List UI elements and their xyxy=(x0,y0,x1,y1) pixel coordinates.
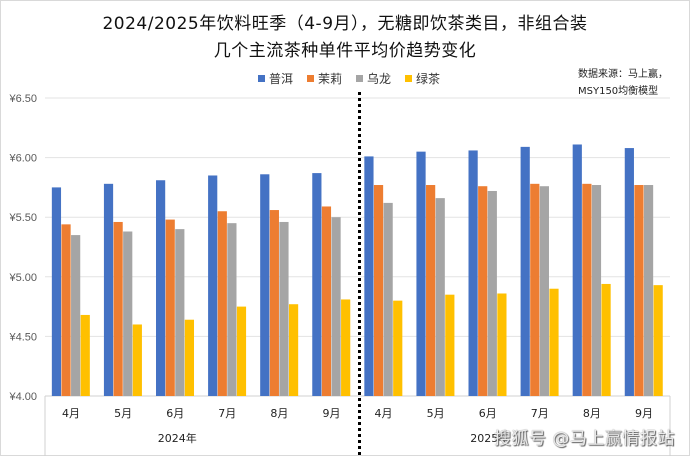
bar-1-4 xyxy=(269,210,279,396)
bar-2-4 xyxy=(279,221,289,396)
x-tick-label: 5月 xyxy=(114,407,132,420)
bar-3-10 xyxy=(601,283,611,396)
bar-3-1 xyxy=(132,324,142,396)
bar-3-11 xyxy=(653,285,663,396)
x-tick-label: 8月 xyxy=(270,407,288,420)
chart-subtitle: 几个主流茶种单件平均价趋势变化 xyxy=(213,41,477,61)
y-tick-label: ¥5.50 xyxy=(8,212,37,224)
bar-3-9 xyxy=(549,288,559,396)
y-tick-label: ¥6.50 xyxy=(8,93,37,105)
legend-item-oolong: 乌龙 xyxy=(356,70,391,87)
x-tick-label: 6月 xyxy=(479,407,497,420)
legend-label-puer: 普洱 xyxy=(269,72,294,86)
x-tick-label: 4月 xyxy=(62,407,80,420)
bar-2-8 xyxy=(487,190,497,396)
legend-item-green-tea: 绿茶 xyxy=(405,70,440,87)
legend: 普洱 茉莉 乌龙 绿茶 xyxy=(258,70,440,87)
bar-0-9 xyxy=(520,146,530,396)
legend-swatch-oolong xyxy=(356,75,364,82)
y-tick-label: ¥4.00 xyxy=(8,391,37,403)
bar-1-9 xyxy=(530,183,540,396)
bar-2-5 xyxy=(331,217,341,396)
bar-2-1 xyxy=(123,231,133,396)
legend-label-jasmine: 茉莉 xyxy=(318,72,343,86)
legend-swatch-green-tea xyxy=(405,75,413,82)
bar-1-0 xyxy=(61,224,71,396)
legend-label-oolong: 乌龙 xyxy=(367,72,392,86)
bar-1-5 xyxy=(321,206,332,396)
bar-3-0 xyxy=(80,314,90,396)
bar-2-7 xyxy=(435,198,445,396)
watermark: 搜狐号 @马上赢情报站 xyxy=(494,429,675,449)
bar-0-10 xyxy=(572,144,582,396)
bar-3-5 xyxy=(341,299,351,396)
bar-2-3 xyxy=(227,223,237,396)
x-tick-label: 7月 xyxy=(218,407,236,420)
y-tick-label: ¥6.00 xyxy=(8,153,37,165)
bar-0-0 xyxy=(51,187,62,396)
bar-2-6 xyxy=(383,202,393,396)
legend-swatch-puer xyxy=(258,75,265,82)
source-note-line-2: MSY150均衡模型 xyxy=(578,86,659,97)
legend-item-jasmine: 茉莉 xyxy=(307,70,342,87)
x-tick-label: 6月 xyxy=(166,407,184,420)
x-tick-label: 5月 xyxy=(427,407,445,420)
group-label: 2025年 xyxy=(470,431,509,445)
bar-0-8 xyxy=(468,150,478,396)
legend-swatch-jasmine xyxy=(307,75,315,82)
bar-2-11 xyxy=(643,185,654,396)
y-tick-label: ¥5.00 xyxy=(8,272,37,284)
bar-3-2 xyxy=(184,319,195,396)
bar-2-9 xyxy=(539,186,549,396)
bar-3-3 xyxy=(236,306,247,396)
legend-item-puer: 普洱 xyxy=(258,70,293,87)
bar-1-3 xyxy=(217,211,227,396)
bar-1-1 xyxy=(113,221,123,396)
bar-1-6 xyxy=(373,185,384,396)
bar-1-7 xyxy=(426,185,436,396)
bar-2-0 xyxy=(71,235,81,396)
bar-2-2 xyxy=(175,229,185,396)
chart-title: 2024/2025年饮料旺季（4-9月），无糖即饮茶类目，非组合装 xyxy=(102,14,588,34)
bar-0-2 xyxy=(156,180,166,396)
x-tick-label: 8月 xyxy=(583,407,601,420)
bar-0-3 xyxy=(208,175,218,396)
bar-0-11 xyxy=(624,148,634,396)
group-label: 2024年 xyxy=(158,431,197,445)
bar-3-7 xyxy=(445,294,455,396)
source-note-line-1: 数据来源：马上赢， xyxy=(578,69,668,80)
source-note: 数据来源：马上赢， MSY150均衡模型 xyxy=(578,66,668,100)
bar-1-10 xyxy=(582,183,592,396)
legend-label-green-tea: 绿茶 xyxy=(416,72,441,86)
x-tick-label: 9月 xyxy=(635,407,653,420)
bar-3-4 xyxy=(288,304,299,396)
bar-1-2 xyxy=(165,219,175,396)
bar-0-7 xyxy=(416,151,426,396)
bar-3-8 xyxy=(497,293,507,396)
bar-1-11 xyxy=(634,185,644,396)
x-tick-label: 4月 xyxy=(375,407,393,420)
bar-0-6 xyxy=(364,156,374,396)
bar-2-10 xyxy=(591,185,602,396)
bar-1-8 xyxy=(478,186,488,396)
x-tick-label: 7月 xyxy=(531,407,549,420)
y-tick-label: ¥4.50 xyxy=(8,331,37,343)
bar-0-4 xyxy=(260,174,270,396)
bar-0-1 xyxy=(103,183,114,396)
x-tick-label: 9月 xyxy=(322,407,340,420)
bar-3-6 xyxy=(393,300,403,396)
bar-0-5 xyxy=(312,173,322,396)
